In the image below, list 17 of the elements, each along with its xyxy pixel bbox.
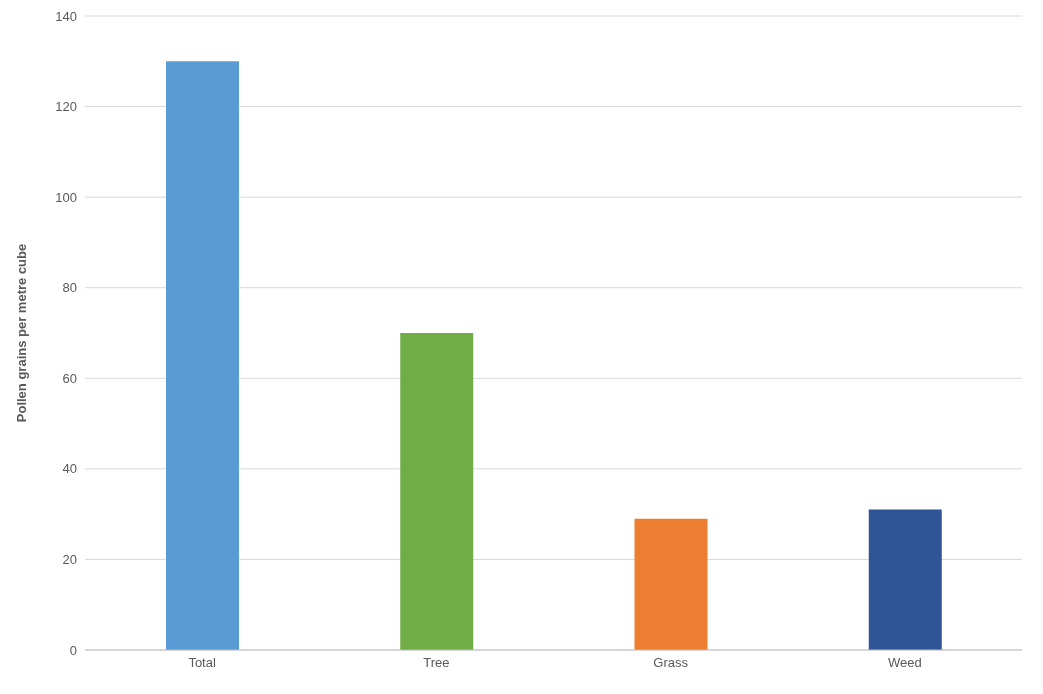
y-tick-label: 60 — [62, 370, 77, 386]
x-tick-label: Tree — [423, 655, 450, 671]
y-tick-label: 120 — [55, 99, 77, 115]
y-tick-label: 80 — [62, 280, 77, 296]
bar — [868, 509, 942, 650]
bar — [166, 61, 239, 650]
y-tick-label: 20 — [62, 552, 77, 568]
y-tick-label: 0 — [69, 642, 77, 658]
bar — [400, 333, 474, 650]
y-axis-title: Pollen grains per metre cube — [13, 243, 29, 423]
x-tick-label: Grass — [653, 655, 689, 671]
y-tick-label: 100 — [55, 189, 77, 205]
x-tick-label: Total — [188, 655, 216, 671]
y-tick-label: 40 — [62, 461, 77, 477]
y-tick-label: 140 — [55, 8, 77, 24]
x-tick-label: Weed — [888, 655, 922, 671]
bar — [634, 518, 708, 650]
